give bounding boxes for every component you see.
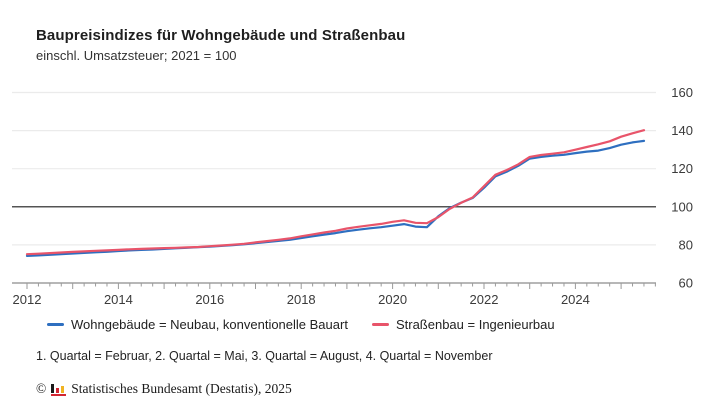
y-tick-label: 120: [671, 161, 693, 176]
chart-header: Baupreisindizes für Wohngebäude und Stra…: [36, 27, 405, 63]
source-attribution: © Statistisches Bundesamt (Destatis), 20…: [36, 381, 292, 397]
x-tick-label: 2018: [287, 292, 316, 307]
line-chart-canvas: 60 80 100 120 140 160 2012 2014 2016 2018 2020 2022…: [12, 85, 693, 307]
legend-item-strassenbau: Straßenbau = Ingenieurbau: [371, 317, 555, 332]
strassenbau-line: [25, 129, 646, 256]
legend-label-wohngebaeude: Wohngebäude = Neubau, konventionelle Bau…: [71, 317, 348, 332]
chart-legend: Wohngebäude = Neubau, konventionelle Bau…: [47, 317, 555, 332]
y-tick-label: 60: [679, 276, 693, 291]
strassenbau-line-swatch-icon: [371, 323, 389, 326]
quarter-definition-footnote: 1. Quartal = Februar, 2. Quartal = Mai, …: [36, 349, 493, 363]
wohngebaeude-line-swatch-icon: [47, 323, 64, 326]
destatis-logo-icon: [51, 383, 67, 396]
x-tick-label: 2020: [378, 292, 407, 307]
legend-label-strassenbau: Straßenbau = Ingenieurbau: [395, 317, 555, 332]
x-tick-label: 2012: [13, 292, 42, 307]
y-tick-label: 140: [671, 123, 693, 138]
x-tick-label: 2022: [470, 292, 499, 307]
chart-subtitle: einschl. Umsatzsteuer; 2021 = 100: [36, 48, 237, 63]
y-tick-label: 100: [671, 199, 693, 214]
y-tick-label: 80: [679, 237, 693, 252]
legend-item-wohngebaeude: Wohngebäude = Neubau, konventionelle Bau…: [47, 317, 348, 332]
y-tick-label: 160: [671, 85, 693, 100]
page-title: Baupreisindizes für Wohngebäude und Stra…: [36, 27, 406, 44]
x-tick-label: 2014: [104, 292, 133, 307]
wohngebaeude-line: [25, 139, 646, 257]
x-tick-label: 2024: [561, 292, 590, 307]
copyright-symbol: ©: [36, 381, 47, 396]
x-tick-label: 2016: [195, 292, 224, 307]
source-text: Statistisches Bundesamt (Destatis), 2025: [71, 381, 292, 396]
